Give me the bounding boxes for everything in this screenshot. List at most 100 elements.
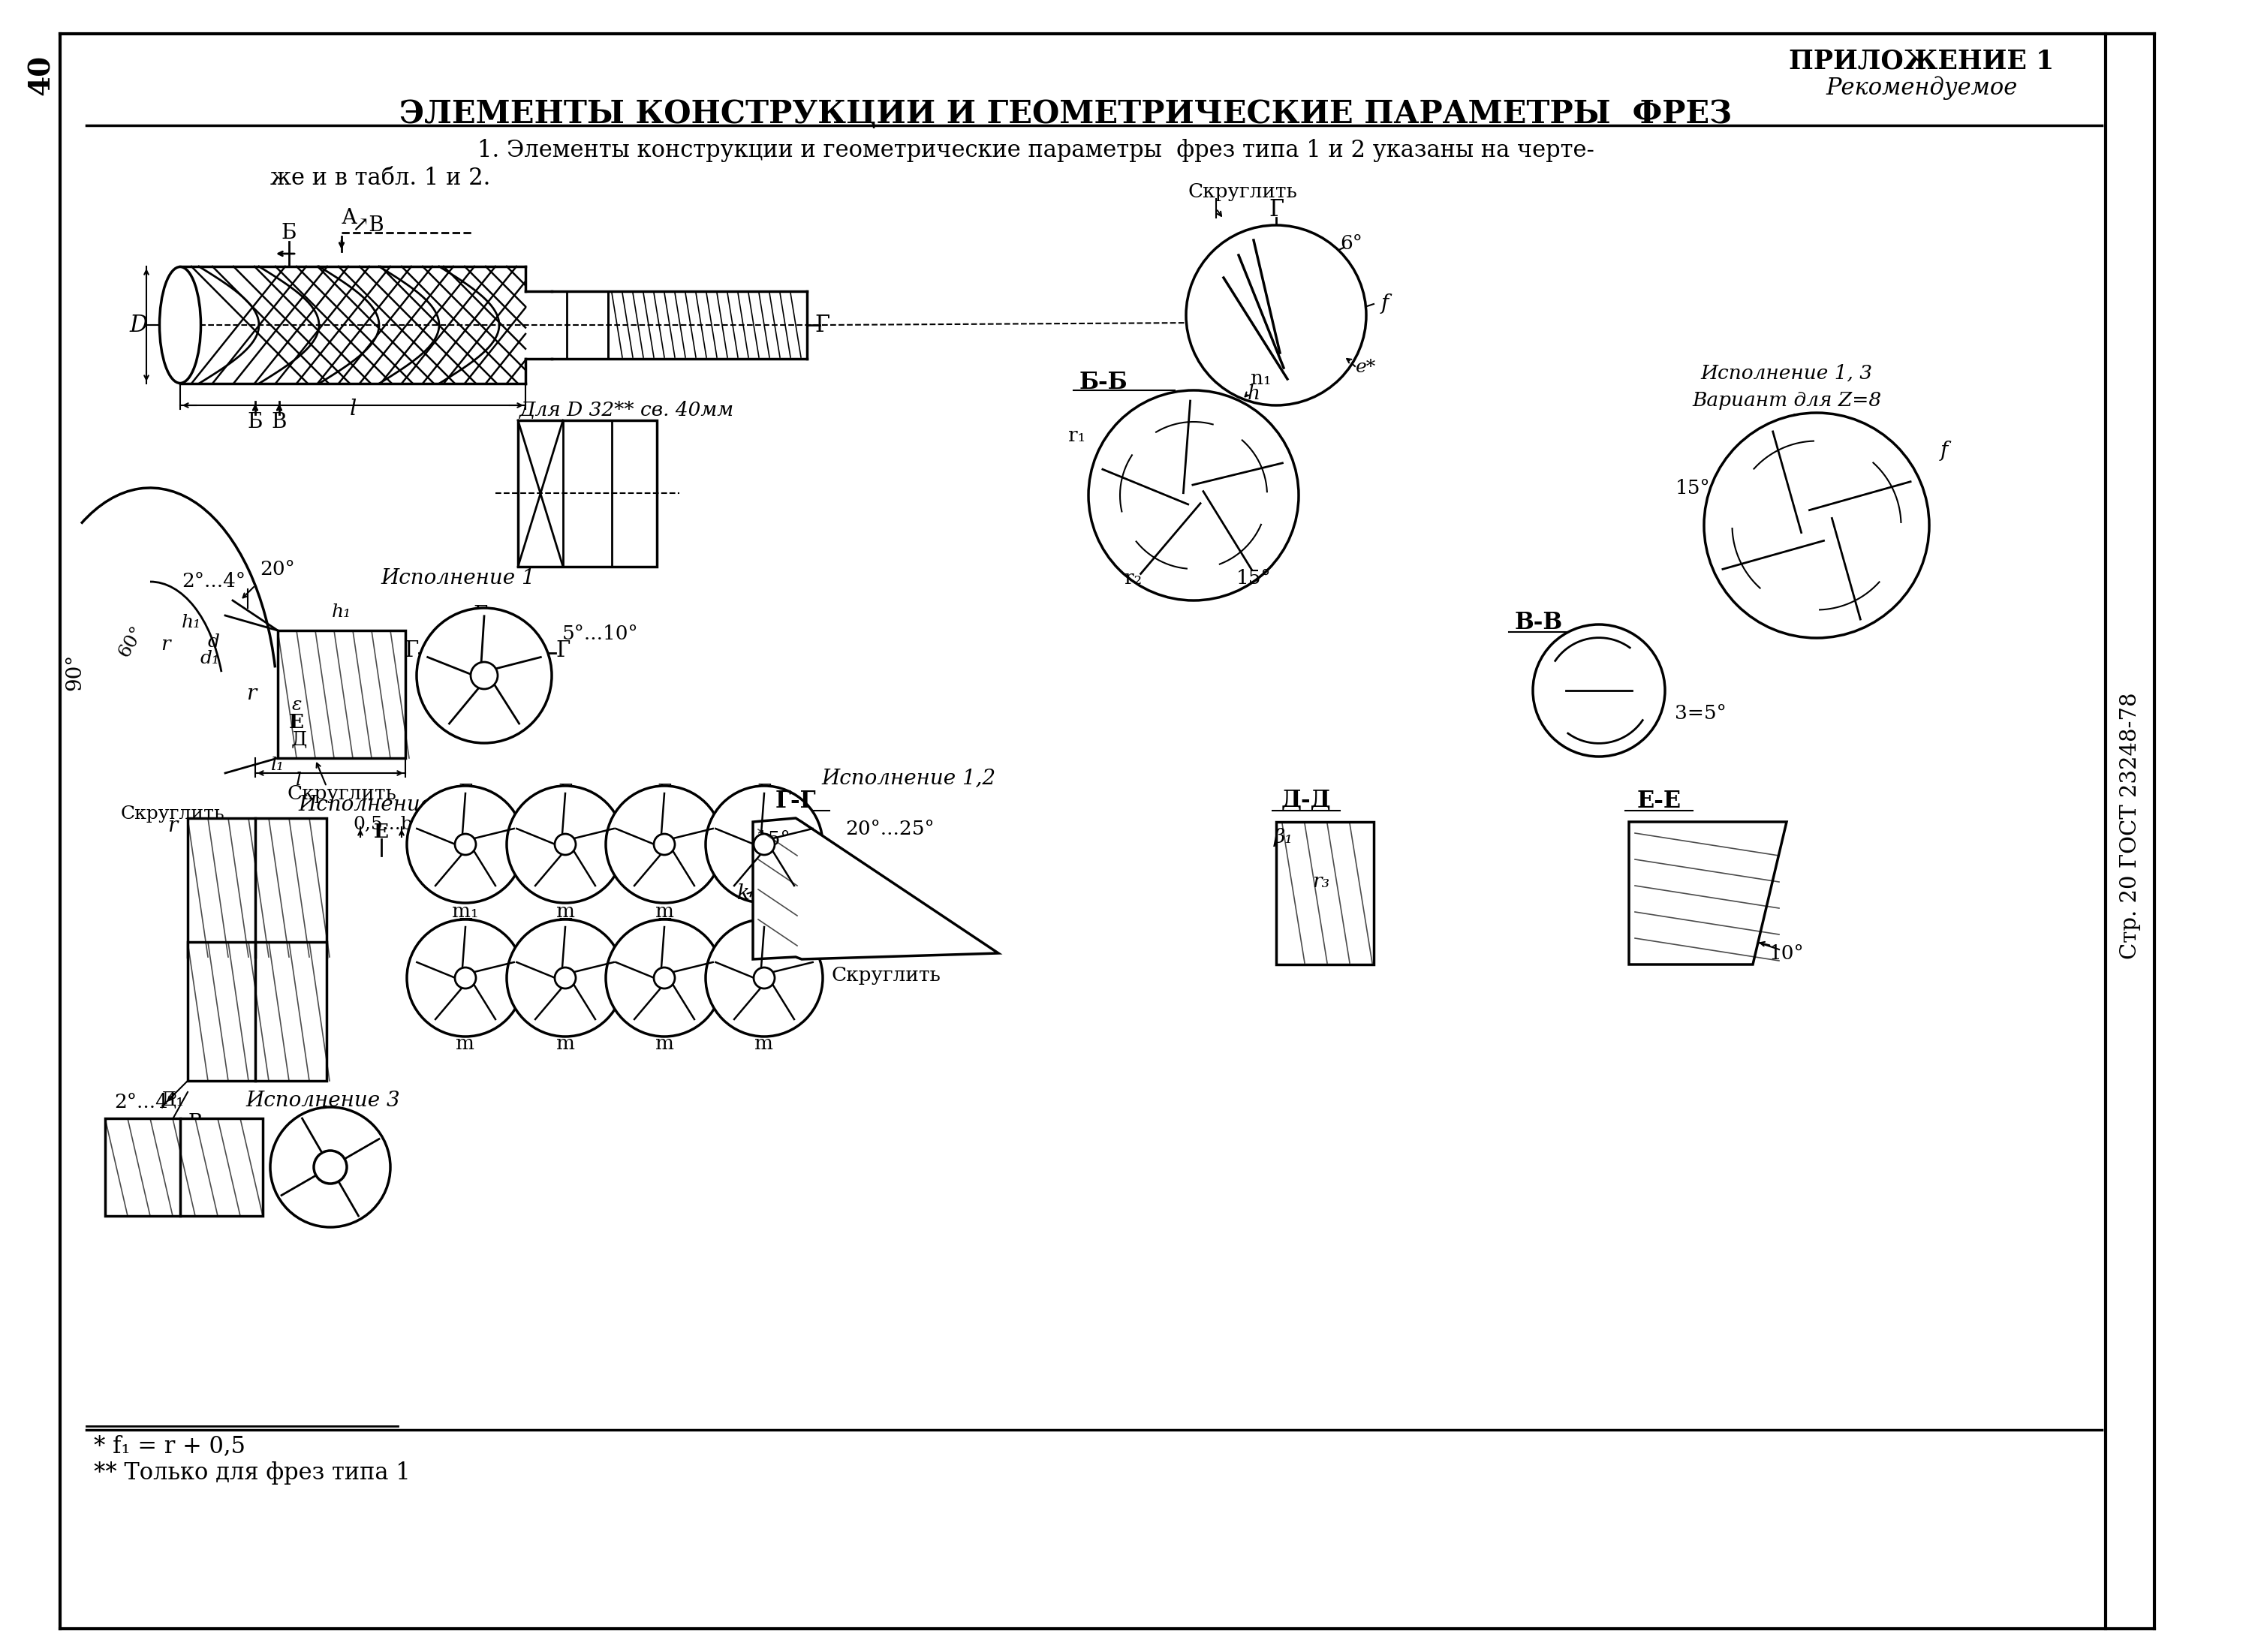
Text: Г: Г	[558, 919, 572, 938]
Text: Исполнение 1, 3: Исполнение 1, 3	[1700, 363, 1874, 382]
Text: Скруглить: Скруглить	[286, 785, 396, 803]
Text: Скруглить: Скруглить	[1187, 182, 1297, 202]
Text: В: В	[272, 413, 286, 433]
Text: Г: Г	[558, 783, 572, 805]
Circle shape	[1187, 225, 1367, 405]
Text: 40: 40	[27, 55, 56, 96]
Circle shape	[1534, 624, 1664, 757]
Text: Исполнение 1,2: Исполнение 1,2	[822, 768, 995, 788]
Text: Г: Г	[658, 919, 671, 938]
Text: ε: ε	[291, 697, 302, 714]
Circle shape	[455, 968, 475, 988]
Text: Г-Г: Г-Г	[775, 790, 815, 813]
Text: 20°...25°: 20°...25°	[844, 819, 935, 839]
Text: m: m	[754, 902, 775, 922]
Circle shape	[653, 834, 676, 854]
Text: Исполнение 2: Исполнение 2	[297, 795, 453, 814]
Text: Г: Г	[757, 919, 772, 938]
Text: Г: Г	[658, 783, 671, 805]
Text: r: r	[245, 684, 257, 704]
Text: Для D 32** св. 40мм: Для D 32** св. 40мм	[520, 401, 734, 420]
Text: l: l	[295, 771, 302, 790]
Circle shape	[606, 920, 723, 1036]
Text: 20°: 20°	[261, 560, 295, 578]
Text: А: А	[340, 208, 358, 228]
Circle shape	[1705, 413, 1930, 638]
Text: 10°: 10°	[1770, 943, 1804, 963]
Circle shape	[408, 920, 525, 1036]
Circle shape	[455, 834, 475, 854]
Text: β₁: β₁	[1275, 828, 1293, 846]
Text: 6°: 6°	[1340, 235, 1362, 253]
Text: Б: Б	[248, 413, 263, 433]
Text: Б-Б: Б-Б	[1079, 372, 1128, 395]
Text: f: f	[1380, 294, 1389, 314]
Text: 60°: 60°	[115, 623, 146, 661]
Text: 0,5...b: 0,5...b	[354, 816, 412, 833]
Polygon shape	[752, 818, 998, 960]
Text: Е-Е: Е-Е	[1637, 790, 1682, 813]
Text: 90°: 90°	[65, 653, 86, 691]
Text: d₁: d₁	[200, 651, 221, 667]
Text: m₁: m₁	[453, 887, 480, 907]
Text: 1. Элементы конструкции и геометрические параметры  фрез типа 1 и 2 указаны на ч: 1. Элементы конструкции и геометрические…	[477, 139, 1594, 162]
Text: h: h	[1248, 385, 1261, 403]
Text: Г: Г	[757, 1013, 772, 1034]
Text: Рекомендуемое: Рекомендуемое	[1826, 76, 2018, 99]
Text: Г: Г	[473, 605, 489, 626]
Text: ** Только для фрез типа 1: ** Только для фрез типа 1	[95, 1462, 410, 1485]
Text: E: E	[288, 714, 304, 732]
Text: ↗В: ↗В	[351, 215, 385, 235]
Text: ПРИЛОЖЕНИЕ 1: ПРИЛОЖЕНИЕ 1	[1788, 50, 2054, 74]
Text: m: m	[655, 1034, 673, 1052]
Text: Г: Г	[556, 641, 570, 661]
Text: 15°: 15°	[1236, 568, 1270, 588]
Text: В: В	[187, 1113, 203, 1132]
Text: Б-Б: Б-Б	[1793, 413, 1840, 436]
Text: r: r	[160, 634, 169, 654]
Polygon shape	[1628, 823, 1786, 965]
Text: Б: Б	[282, 223, 297, 243]
Ellipse shape	[160, 268, 200, 383]
Text: 2°...4°: 2°...4°	[115, 1092, 178, 1112]
Bar	[187, 818, 327, 957]
Circle shape	[507, 786, 624, 904]
Text: m₁: m₁	[453, 902, 480, 922]
Text: m: m	[556, 1034, 574, 1052]
Circle shape	[408, 786, 525, 904]
Text: Г: Г	[457, 1013, 473, 1034]
Circle shape	[705, 920, 822, 1036]
Text: Г: Г	[757, 783, 772, 805]
Text: r: r	[167, 816, 178, 836]
Text: m: m	[655, 902, 673, 922]
Circle shape	[754, 834, 775, 854]
Circle shape	[606, 786, 723, 904]
Text: D: D	[131, 314, 149, 337]
Text: d: d	[207, 633, 221, 651]
Text: h₁: h₁	[182, 615, 200, 631]
Circle shape	[653, 968, 676, 988]
Text: m: m	[556, 902, 574, 922]
Text: r₁: r₁	[1067, 426, 1085, 444]
Text: Д: Д	[291, 730, 306, 748]
Text: r₃: r₃	[1313, 872, 1331, 892]
Circle shape	[507, 920, 624, 1036]
Circle shape	[417, 608, 552, 743]
Circle shape	[705, 786, 822, 904]
Circle shape	[1088, 390, 1299, 600]
Bar	[518, 420, 658, 567]
Text: Д₁: Д₁	[160, 1090, 185, 1108]
Bar	[277, 631, 405, 758]
Text: Г: Г	[558, 879, 572, 900]
Text: 15°: 15°	[1675, 479, 1709, 497]
Circle shape	[554, 968, 577, 988]
Text: l₁: l₁	[270, 757, 284, 775]
Text: m: m	[754, 1034, 775, 1052]
Text: h₁: h₁	[331, 603, 351, 621]
Text: Г: Г	[658, 1013, 671, 1034]
Circle shape	[554, 834, 577, 854]
Text: 2°...4°: 2°...4°	[182, 572, 245, 591]
Text: же и в табл. 1 и 2.: же и в табл. 1 и 2.	[270, 167, 491, 190]
Text: 5°...10°: 5°...10°	[563, 624, 640, 644]
Text: n₁: n₁	[1250, 370, 1272, 388]
